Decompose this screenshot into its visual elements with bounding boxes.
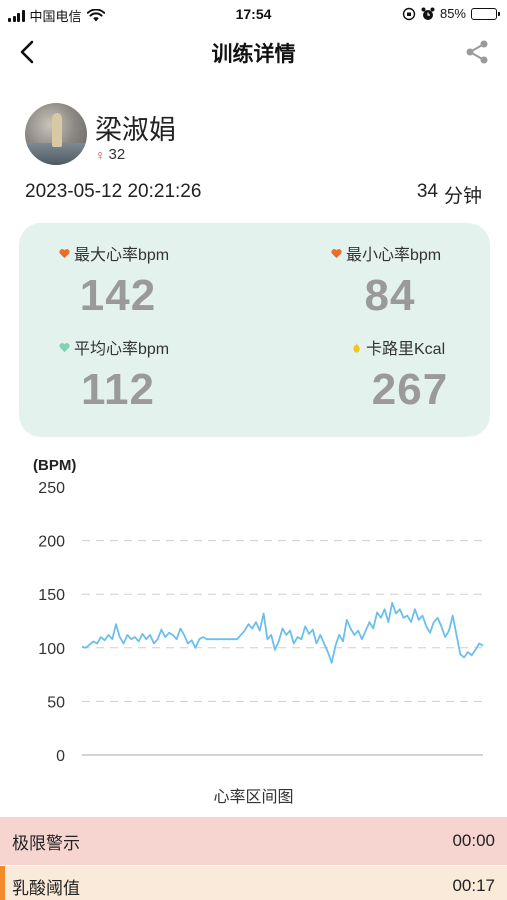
stat-min-hr: 最小心率bpm 84 [331,243,507,321]
zone-name: 乳酸阈值 [12,878,80,898]
stat-label: 卡路里Kcal [366,341,446,358]
status-left: 中国电信 [8,6,105,25]
wifi-icon [86,9,105,22]
battery-percent: 85% [439,6,466,21]
flame-icon [353,342,360,353]
heart-icon [59,248,70,258]
clock: 17:54 [235,6,272,22]
page-title: 训练详情 [211,43,296,66]
chart-caption: 心率区间图 [213,789,294,806]
female-icon: ♀ [95,146,106,163]
battery-icon [471,7,500,20]
stat-label: 最大心率bpm [74,247,170,264]
heart-icon [59,342,70,352]
user-name: 梁淑娟 [95,115,176,145]
user-age: 32 [108,146,126,163]
y-tick-label: 100 [38,641,65,658]
stat-value: 267 [371,365,449,414]
stat-label: 最小心率bpm [346,247,442,264]
zone-row[interactable]: 极限警示 00:00 [0,817,507,865]
avatar [25,103,87,165]
heart-rate-line [81,601,484,664]
y-tick-label: 50 [47,694,65,711]
stat-calories: 卡路里Kcal 267 [351,337,507,415]
y-tick-label: 0 [56,748,65,765]
stat-value: 84 [364,271,416,320]
duration-unit: 分钟 [443,186,482,207]
session-datetime: 2023-05-12 20:21:26 [25,181,202,202]
alarm-icon [421,7,435,20]
user-gender-age: ♀ 32 [95,146,125,163]
zone-time: 00:17 [452,876,495,895]
heart-rate-chart: (BPM) 0 50 100 150 200 250 心率区间图 [0,450,507,810]
status-right: 85% [402,6,500,21]
chart-svg: (BPM) 0 50 100 150 200 250 [33,457,484,765]
nav-bar: 训练详情 [0,28,507,76]
status-bar: 中国电信 17:54 85% [0,0,507,28]
stats-card: 最大心率bpm 142 最小心率bpm 84 平均心率bpm 112 卡路里Kc… [19,223,490,437]
stat-avg-hr: 平均心率bpm 112 [59,337,259,415]
share-icon[interactable] [463,38,491,66]
chevron-left-icon[interactable] [14,38,42,66]
zone-name: 极限警示 [12,833,80,853]
stat-max-hr: 最大心率bpm 142 [59,243,259,321]
zone-time: 00:00 [452,831,495,850]
session-duration: 34 分钟 [417,181,482,208]
duration-value: 34 [416,181,438,202]
y-axis-label: (BPM) [33,457,76,474]
carrier-label: 中国电信 [29,9,82,24]
stat-label: 平均心率bpm [74,341,170,358]
signal-icon [8,9,25,22]
stat-value: 112 [81,365,155,414]
orientation-lock-icon [402,7,416,20]
stat-value: 142 [79,271,157,320]
heart-icon [331,248,342,258]
y-tick-label: 200 [38,534,65,551]
zone-row[interactable]: 乳酸阈值 00:17 [0,866,507,900]
y-tick-label: 250 [38,480,65,497]
y-tick-label: 150 [38,587,65,604]
